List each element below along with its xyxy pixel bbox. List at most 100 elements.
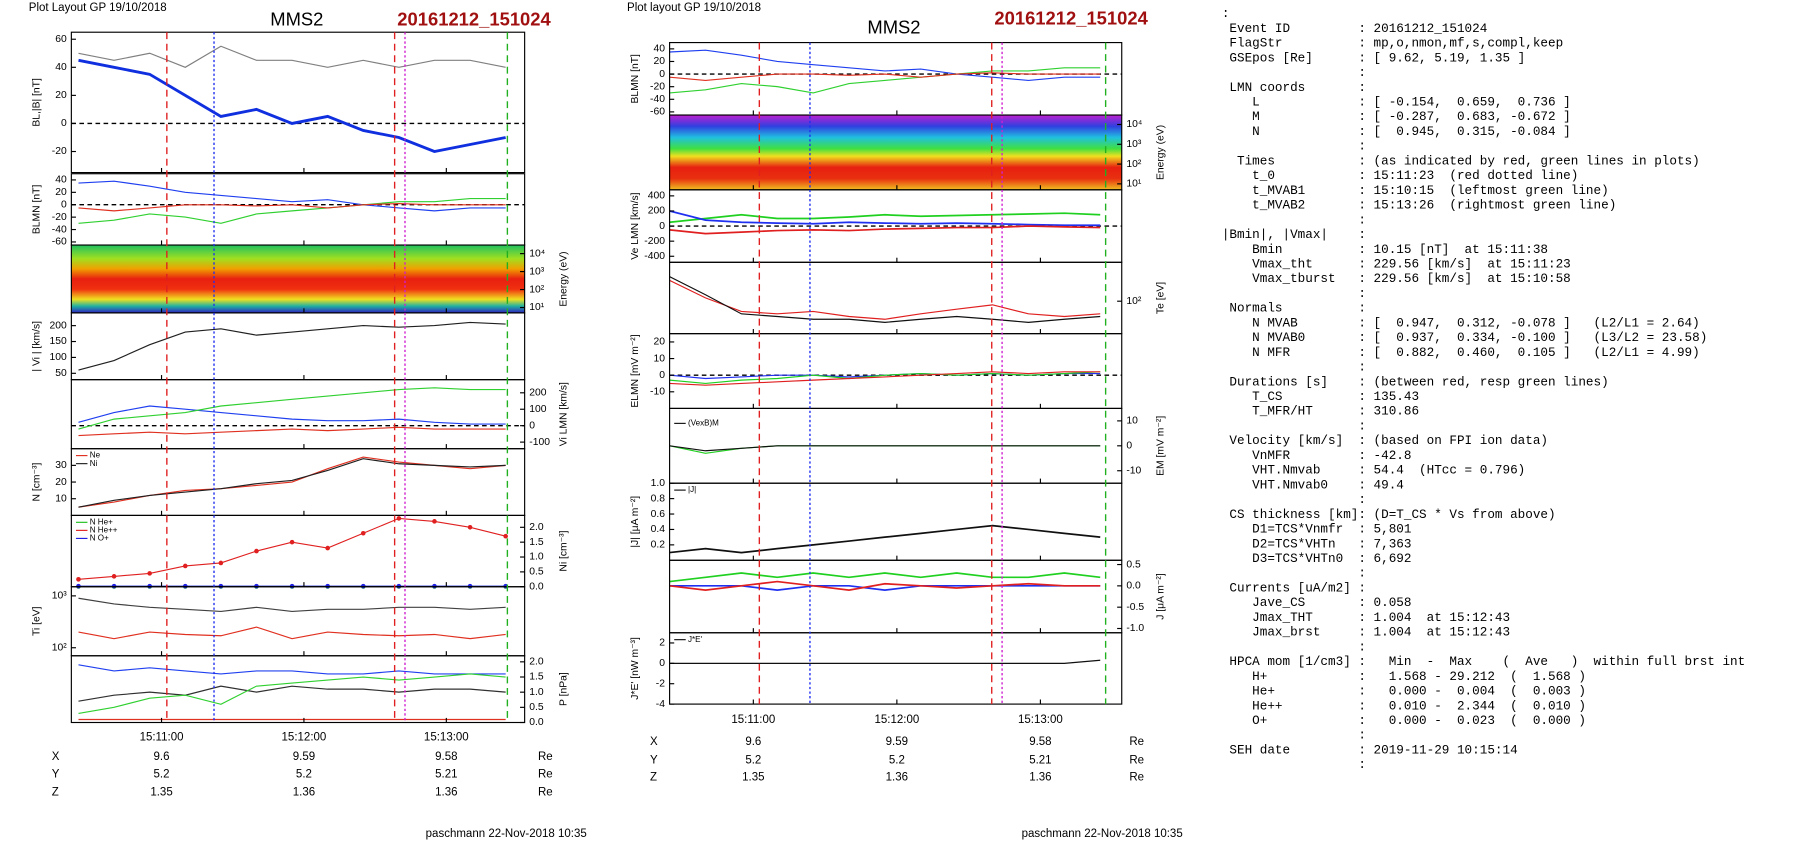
point xyxy=(182,583,188,589)
row-unit: Re xyxy=(1129,754,1144,766)
row-value: 1.35 xyxy=(742,772,764,784)
summary-line: N : [ 0.945, 0.315, -0.084 ] xyxy=(1222,124,1571,139)
series-line xyxy=(669,279,1101,320)
panel-frame xyxy=(669,41,1123,116)
summary-line: : xyxy=(1222,757,1366,772)
row-label: Y xyxy=(52,768,60,780)
series-line xyxy=(669,67,1101,94)
y-tick-label: 30 xyxy=(55,460,67,471)
panel-frame xyxy=(70,31,526,174)
y-tick-label: -20 xyxy=(52,212,67,223)
y-tick-label: -20 xyxy=(52,146,67,157)
y-tick-label: 1.5 xyxy=(529,672,544,683)
y-axis-label: Energy (eV) xyxy=(558,251,569,306)
y-tick-label: 1.0 xyxy=(529,687,544,698)
panel-frame xyxy=(70,514,526,588)
point xyxy=(182,563,188,569)
summary-line: Jave_CS : 0.058 xyxy=(1222,595,1412,610)
x-tick-label: 15:12:00 xyxy=(874,714,919,726)
y-tick-label: -40 xyxy=(52,224,67,235)
series-line xyxy=(78,405,506,425)
y-tick-label: 10 xyxy=(653,353,665,364)
point xyxy=(289,583,295,589)
panel-frame xyxy=(669,261,1123,335)
panel-frame xyxy=(70,448,526,516)
layout-note: Plot layout GP 19/10/2018 xyxy=(627,2,761,14)
y-tick-label: 20 xyxy=(55,477,67,488)
spectrogram xyxy=(71,245,525,313)
y-tick-label: 150 xyxy=(49,336,67,347)
y-axis-label: EM [mV m⁻²] xyxy=(1156,416,1167,476)
summary-line: CS thickness [km]: (D=T_CS * Vs from abo… xyxy=(1222,507,1556,522)
series-line xyxy=(669,276,1101,323)
summary-line: Durations [s] : (between red, resp green… xyxy=(1222,374,1609,389)
row-label: X xyxy=(52,751,60,763)
y-tick-label: 0.5 xyxy=(1126,559,1141,570)
y-axis-label: J*E' [nW m⁻³] xyxy=(630,637,641,700)
summary-line: : xyxy=(1222,566,1366,581)
summary-line: : xyxy=(1222,286,1366,301)
summary-line: FlagStr : mp,o,nmon,mf,s,compl,keep xyxy=(1222,36,1563,51)
series-line xyxy=(669,371,1101,386)
series-line xyxy=(669,572,1101,583)
row-label: Y xyxy=(650,754,658,766)
y-tick-label: 10³ xyxy=(529,266,545,277)
y-tick-label: 0 xyxy=(659,69,665,80)
summary-line: Jmax_THT : 1.004 at 15:12:43 xyxy=(1222,610,1510,625)
series-line xyxy=(78,321,506,371)
legend-label: J*E' xyxy=(688,635,703,644)
summary-line: : xyxy=(1222,728,1366,743)
event-title: 20161212_151024 xyxy=(994,7,1148,28)
y-axis-label: ELMN [mV m⁻²] xyxy=(630,334,641,407)
summary-line: : xyxy=(1222,639,1366,654)
series-line xyxy=(78,202,506,212)
y-axis-label: Te [eV] xyxy=(1156,282,1167,314)
summary-line: Currents [uA/m2] : xyxy=(1222,580,1366,595)
y-axis-label: P [nPa] xyxy=(558,672,569,706)
legend-label: (VexB)M xyxy=(688,419,719,428)
y-tick-label: 10² xyxy=(1126,296,1142,307)
y-tick-label: 0.5 xyxy=(529,567,544,578)
y-tick-label: 10² xyxy=(1126,159,1142,170)
row-label: Z xyxy=(650,772,657,784)
series-line xyxy=(78,387,506,430)
y-tick-label: -200 xyxy=(644,236,665,247)
summary-line: Bmin : 10.15 [nT] at 15:11:38 xyxy=(1222,242,1548,257)
row-unit: Re xyxy=(538,768,553,780)
summary-line: t_0 : 15:11:23 (red dotted line) xyxy=(1222,168,1579,183)
y-tick-label: 50 xyxy=(55,368,67,379)
point xyxy=(325,545,330,551)
y-tick-label: 200 xyxy=(49,320,67,331)
legend-label: Ni xyxy=(90,459,98,468)
series-line xyxy=(78,673,506,714)
y-tick-label: 0 xyxy=(529,420,535,431)
y-tick-label: -0.5 xyxy=(1126,602,1144,613)
y-tick-label: 2.0 xyxy=(529,657,544,668)
y-tick-label: 0 xyxy=(659,221,665,232)
y-tick-label: 10¹ xyxy=(1126,179,1142,190)
y-tick-label: -1.0 xyxy=(1126,623,1144,634)
y-tick-label: 10 xyxy=(1126,416,1138,427)
y-tick-label: -60 xyxy=(52,237,67,248)
y-tick-label: 200 xyxy=(648,206,666,217)
row-value: 5.2 xyxy=(889,754,905,766)
summary-line: t_MVAB1 : 15:10:15 (leftmost green line) xyxy=(1222,183,1609,198)
panel-frame xyxy=(669,482,1123,561)
y-tick-label: -10 xyxy=(1126,465,1141,476)
point xyxy=(360,530,366,536)
row-value: 5.2 xyxy=(745,754,761,766)
point xyxy=(218,583,224,589)
point xyxy=(360,583,366,589)
summary-line: VHT.Nmvab0 : 49.4 xyxy=(1222,477,1404,492)
summary-line: Event ID : 20161212_151024 xyxy=(1222,21,1487,36)
row-value: 1.36 xyxy=(1029,772,1051,784)
y-tick-label: 40 xyxy=(653,44,665,55)
y-tick-label: 10¹ xyxy=(529,302,545,313)
y-axis-label: J [μA m⁻²] xyxy=(1156,573,1167,620)
summary-line: He++ : 0.010 - 2.344 ( 0.010 ) xyxy=(1222,698,1586,713)
panel-frame xyxy=(70,312,526,381)
y-tick-label: 0.0 xyxy=(1126,581,1141,592)
row-value: 9.58 xyxy=(1029,736,1051,748)
summary-line: N MVAB0 : [ 0.937, 0.334, -0.100 ] (L3/L… xyxy=(1222,330,1707,345)
y-tick-label: 10⁴ xyxy=(529,248,545,259)
